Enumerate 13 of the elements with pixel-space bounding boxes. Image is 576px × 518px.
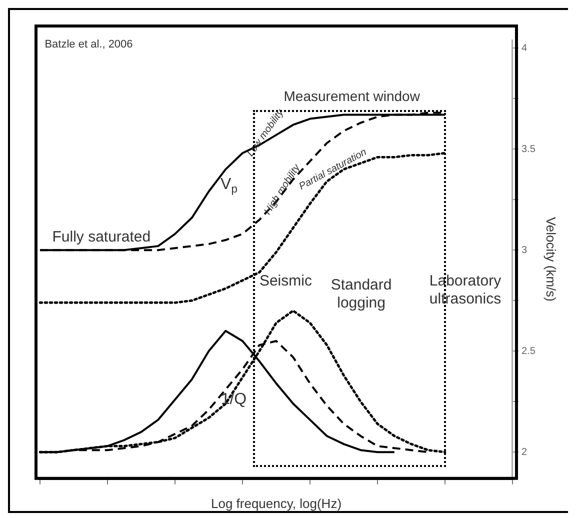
y-tick-label: 3.5 [522,144,536,155]
y-tick-label: 2 [522,446,528,458]
annotation: Batzle et al., 2006 [44,38,133,50]
y-axis-title: Velocity (km/s) [544,216,559,302]
y-tick-label: 4 [522,42,528,54]
annotation: Seismic [259,272,312,290]
y-tick-label: 2.5 [522,346,536,357]
annotation: Standard logging [330,276,392,312]
annotation: Measurement window [284,88,421,104]
annotation: Fully saturated [52,228,151,246]
annotation: Laboratory ultrasonics [429,272,502,308]
y-tick-label: 3 [522,244,528,256]
x-axis-title: Log frequency, log(Hz) [210,496,342,511]
